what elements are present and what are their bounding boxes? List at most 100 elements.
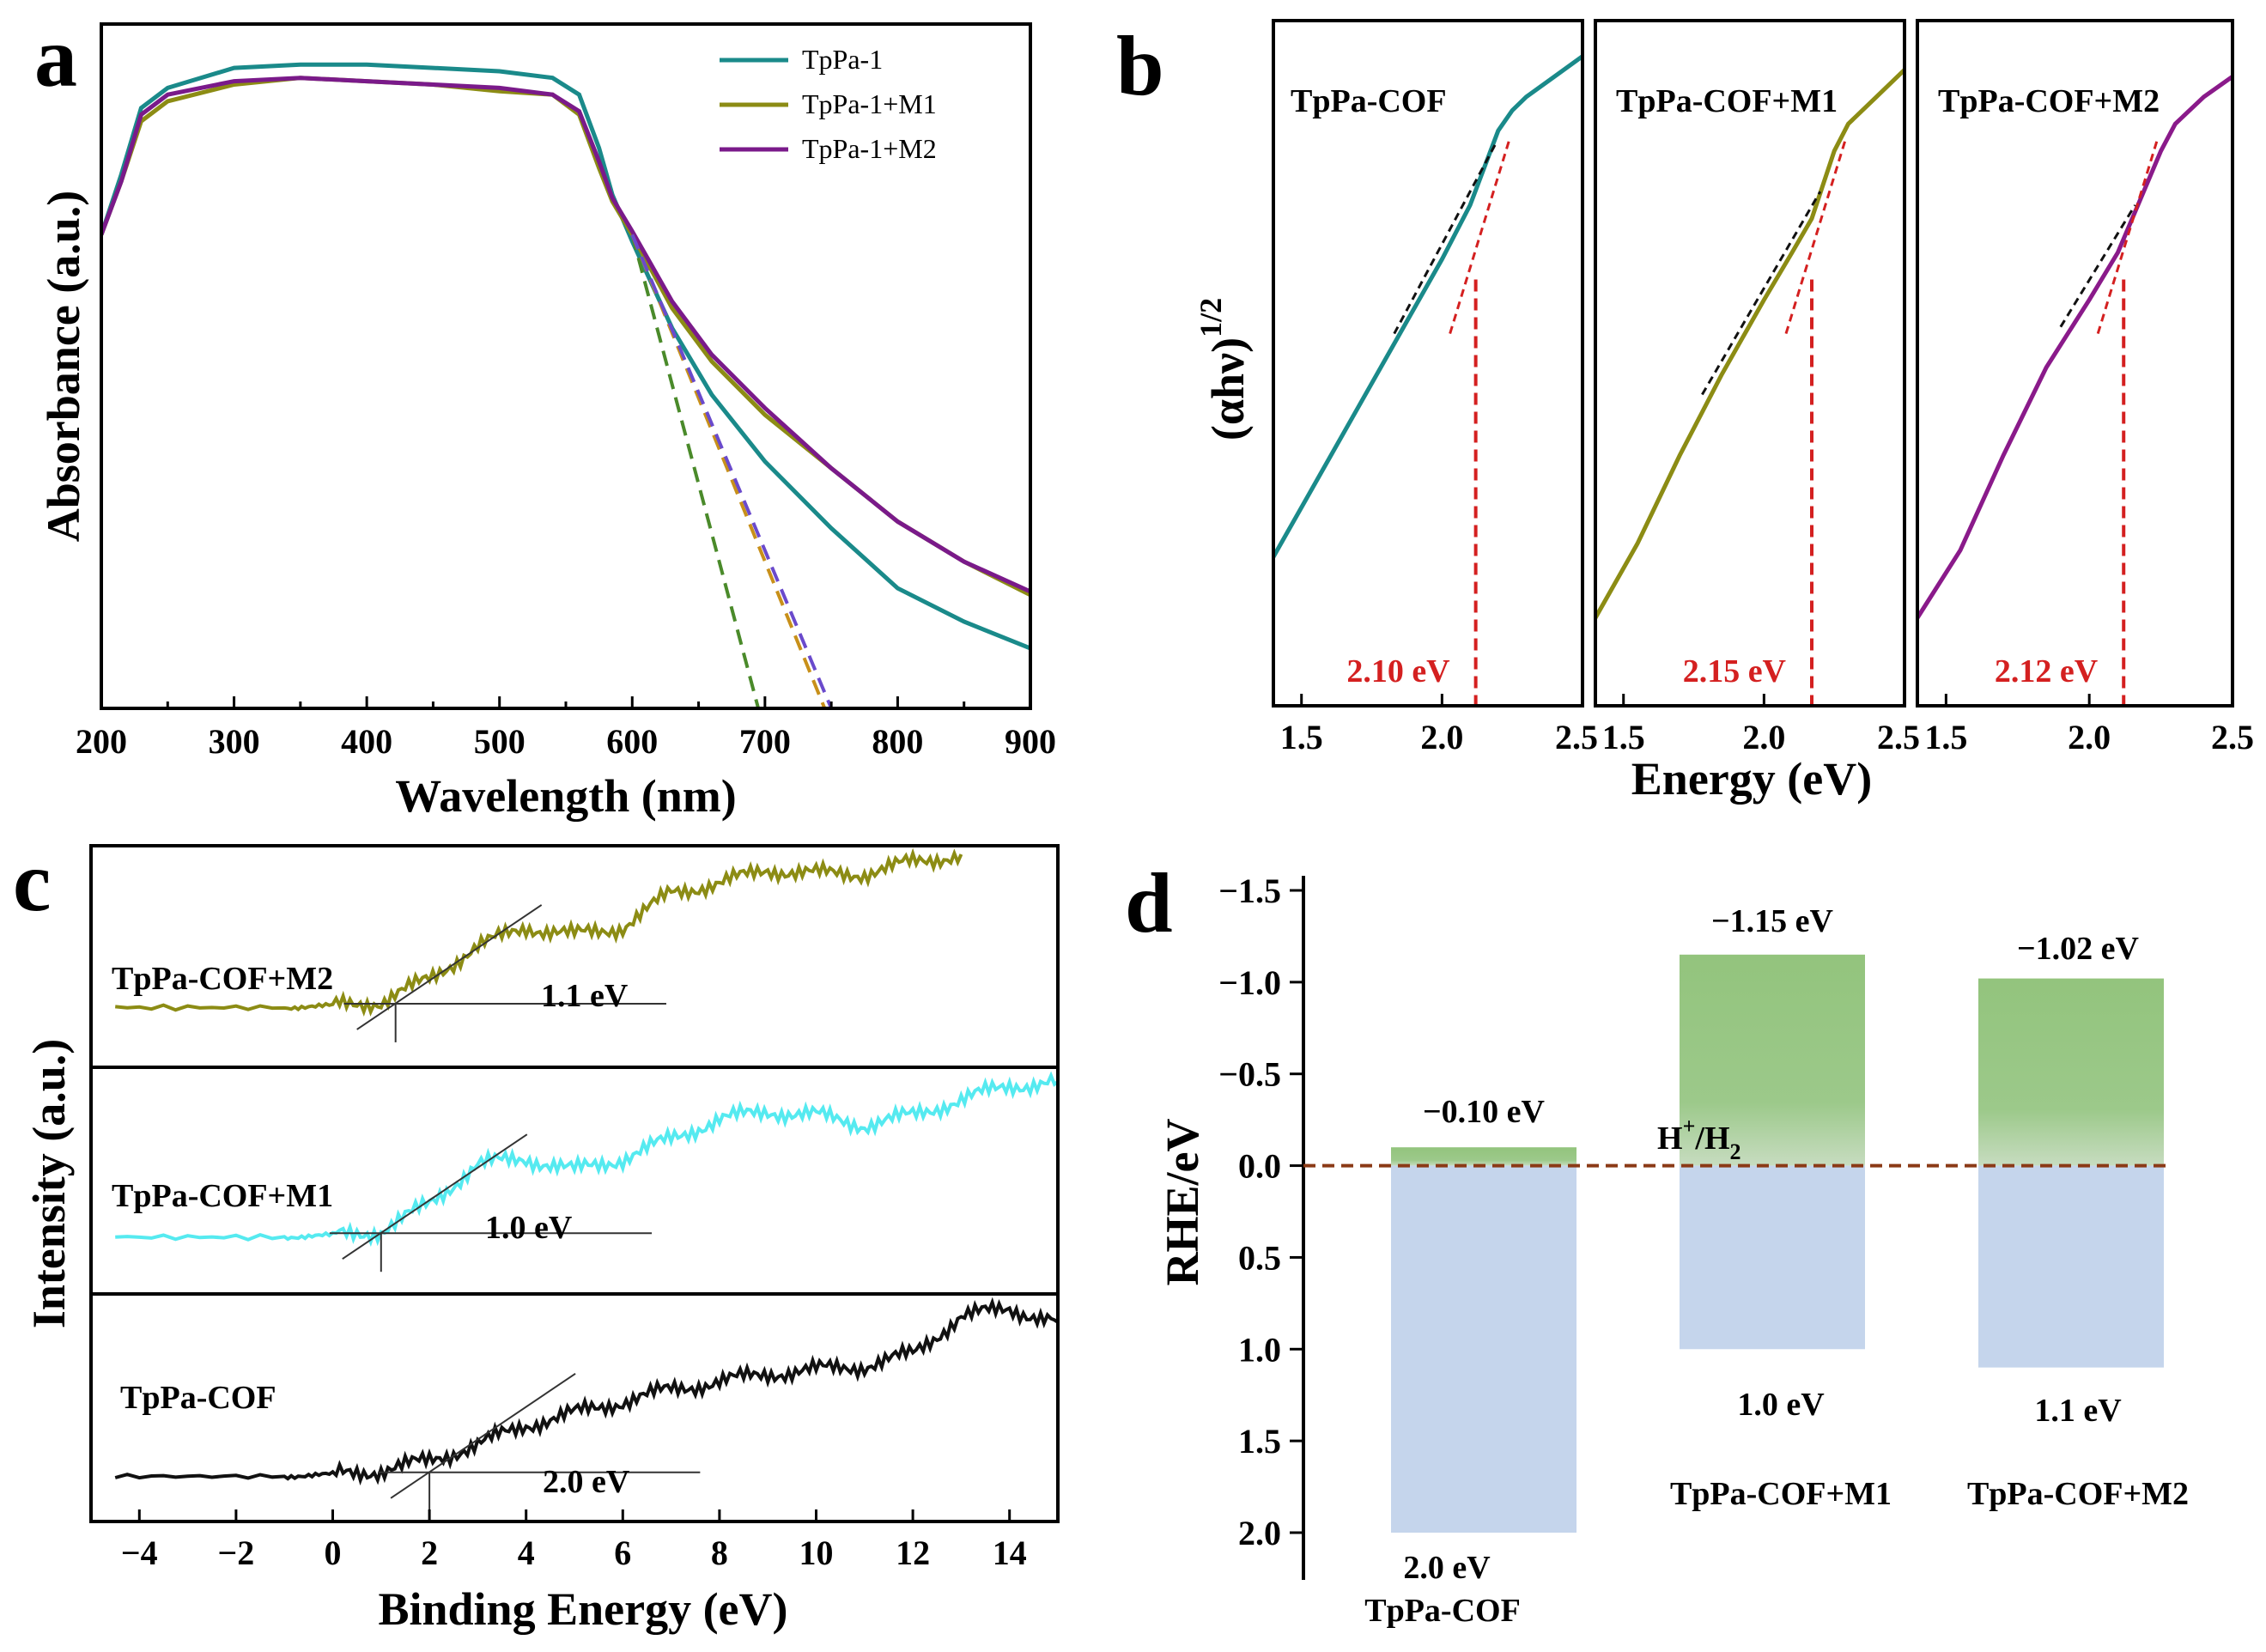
edge-fit <box>390 1372 576 1499</box>
x-tick-label: 700 <box>739 722 791 761</box>
panel-letter-a: a <box>34 9 77 105</box>
spectrum-label: TpPa-COF <box>120 1380 276 1416</box>
x-tick-label: 2.5 <box>2211 718 2254 756</box>
legend-entry-2: TpPa-1+M1 <box>802 88 937 119</box>
y-tick-label: −0.5 <box>1218 1055 1281 1094</box>
tangent-black <box>2059 204 2136 328</box>
y-axis-title: Absorbance (a.u.) <box>38 191 89 543</box>
curve <box>1917 75 2233 619</box>
y-tick-label: −1.5 <box>1218 872 1281 910</box>
y-axis-title-base: (αhν) <box>1202 337 1254 440</box>
subplot-frame <box>1272 19 1584 708</box>
y-axis-title-sup: 1/2 <box>1194 298 1228 337</box>
x-tick-label: 6 <box>614 1534 631 1572</box>
x-tick-label: 500 <box>474 722 525 761</box>
spectrum-line <box>115 847 963 1017</box>
category-label: TpPa-COF+M1 <box>1670 1476 1892 1512</box>
x-tick-label: 1.5 <box>1280 718 1323 756</box>
cb-value-label: −1.02 eV <box>2017 931 2140 967</box>
x-tick-label: 2 <box>421 1534 438 1572</box>
x-tick-label: 200 <box>76 722 127 761</box>
panel-a-chart: 200 300 400 500 600 700 800 900 Wavelength (nm) A… <box>38 22 1056 822</box>
legend-entry-1: TpPa-1 <box>802 44 883 75</box>
tangent-line-3 <box>630 234 833 709</box>
tangent-black <box>1393 143 1497 335</box>
spectrum-label: TpPa-COF+M1 <box>112 1178 333 1214</box>
tangent-red <box>1449 137 1512 335</box>
x-tick-label: 8 <box>711 1534 728 1572</box>
x-tick-label: 400 <box>341 722 392 761</box>
x-tick-label: 10 <box>799 1534 834 1572</box>
x-tick-label: 2.0 <box>2068 718 2111 756</box>
edge-value-label: 1.1 eV <box>541 978 629 1014</box>
cb-value-label: −0.10 eV <box>1423 1094 1546 1130</box>
x-tick-label: 1.5 <box>1602 718 1645 756</box>
subplot-frame <box>1594 19 1906 708</box>
subplot-3: 2.12 eV TpPa-COF+M2 1.5 2.0 2.5 <box>1916 19 2254 756</box>
band-frame <box>89 844 1060 1069</box>
x-tick-label: 0 <box>325 1534 342 1572</box>
subplot-title: TpPa-COF <box>1291 83 1447 119</box>
band-gap-label: 2.15 eV <box>1683 653 1787 689</box>
subplot-frame <box>1916 19 2234 708</box>
x-tick-label: 2.5 <box>1877 718 1920 756</box>
y-tick-label: 1.0 <box>1238 1330 1281 1369</box>
subplot-title: TpPa-COF+M2 <box>1938 83 2160 119</box>
legend: TpPa-1 TpPa-1+M1 TpPa-1+M2 <box>720 44 937 164</box>
category-label: TpPa-COF <box>1364 1593 1521 1629</box>
y-tick-label: 0.5 <box>1238 1238 1281 1277</box>
y-axis-title: Intensity (a.u.) <box>23 1039 75 1329</box>
x-tick-label: 12 <box>896 1534 930 1572</box>
x-axis-title: Wavelength (nm) <box>395 770 737 822</box>
x-tick-label: 2.0 <box>1742 718 1785 756</box>
vb-bar <box>1680 1165 1865 1350</box>
subplot-1: 2.10 eV TpPa-COF 1.5 2.0 2.5 <box>1272 19 1598 756</box>
y-axis-title: RHE/eV <box>1157 1119 1208 1286</box>
edge-fit <box>342 1133 528 1260</box>
spectrum-line <box>114 1297 1058 1486</box>
tangent-red <box>2096 137 2160 335</box>
x-axis-title: Energy (eV) <box>1631 753 1872 805</box>
spectrum-label: TpPa-COF+M2 <box>112 961 333 997</box>
y-tick-label: 2.0 <box>1238 1514 1281 1552</box>
vb-value-label: 2.0 eV <box>1403 1550 1491 1586</box>
category-label: TpPa-COF+M2 <box>1967 1476 2189 1512</box>
x-tick-label: −4 <box>121 1534 158 1572</box>
curve <box>1273 54 1583 558</box>
x-axis-title: Binding Energy (eV) <box>378 1583 787 1635</box>
spectrum-1: TpPa-COF+M2 1.1 eV <box>89 844 1060 1069</box>
vb-bar <box>1978 1165 2164 1368</box>
cb-bar <box>1391 1147 1576 1166</box>
tangent-black <box>1701 191 1822 396</box>
x-tick-label: 14 <box>993 1534 1027 1572</box>
tangent-line-1 <box>630 234 761 709</box>
x-tick-label: −2 <box>218 1534 255 1572</box>
subplot-2: 2.15 eV TpPa-COF+M1 1.5 2.0 2.5 <box>1594 19 1920 756</box>
panel-d-chart: −1.5 −1.0 −0.5 0.0 0.5 1.0 1.5 2.0 RHE/eV H+/H2 −0… <box>1157 872 2189 1629</box>
x-tick-label: 2.5 <box>1555 718 1598 756</box>
x-tick-label: 800 <box>872 722 923 761</box>
curve <box>1595 68 1905 619</box>
y-tick-label: 0.0 <box>1238 1147 1281 1186</box>
plot-frame <box>100 22 1032 710</box>
panel-letter-b: b <box>1116 18 1164 113</box>
spectrum-3: TpPa-COF 2.0 eV <box>89 1292 1060 1523</box>
spectrum-line <box>115 1071 1058 1248</box>
spectrum-2: TpPa-COF+M1 1.0 eV <box>89 1066 1060 1296</box>
x-tick-label: 900 <box>1005 722 1056 761</box>
cb-bar <box>1978 978 2164 1166</box>
x-tick-label: 1.5 <box>1924 718 1967 756</box>
vb-value-label: 1.0 eV <box>1737 1387 1825 1423</box>
legend-entry-3: TpPa-1+M2 <box>802 133 937 164</box>
series-line-3 <box>101 76 1030 594</box>
series-line-1 <box>101 62 1030 651</box>
x-tick-label: 300 <box>209 722 260 761</box>
panel-letter-d: d <box>1125 855 1173 951</box>
y-tick-label: 1.5 <box>1238 1422 1281 1461</box>
tangent-red <box>1784 137 1848 335</box>
y-tick-label: −1.0 <box>1218 963 1281 1002</box>
band-gap-label: 2.10 eV <box>1346 653 1450 689</box>
cb-bar <box>1680 954 1865 1166</box>
